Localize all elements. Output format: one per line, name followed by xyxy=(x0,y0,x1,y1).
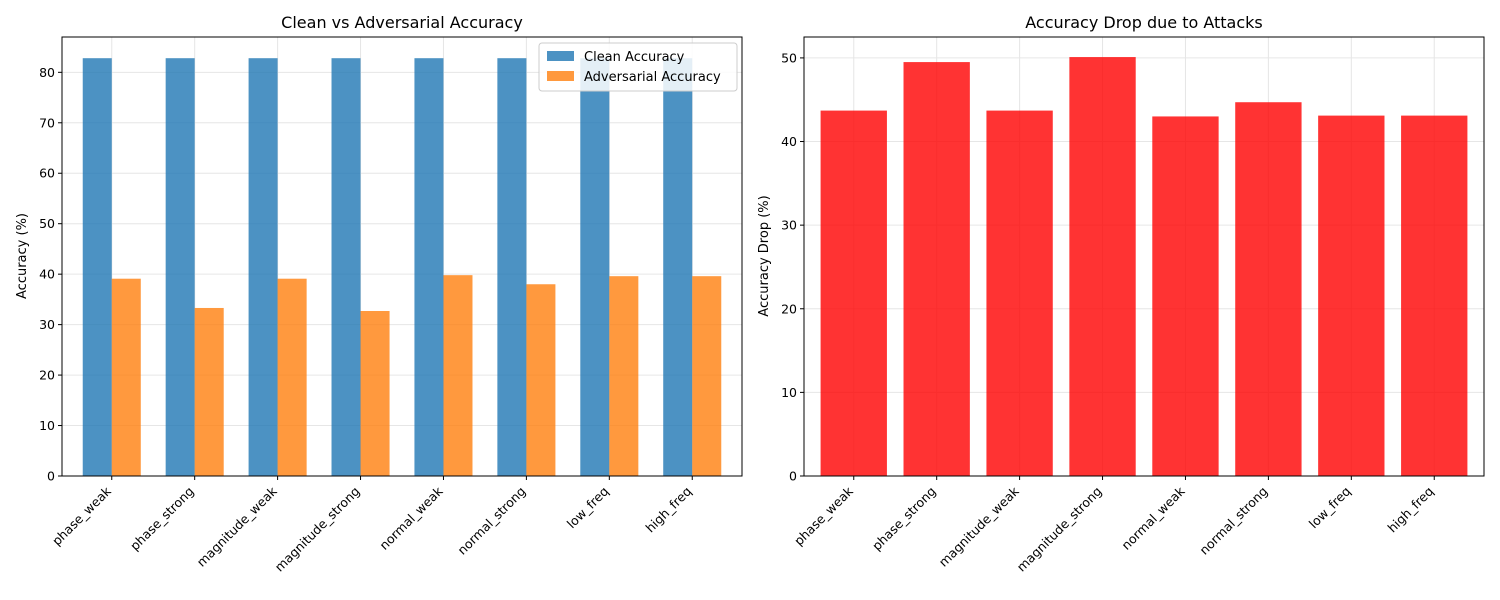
bar-magnitude_weak xyxy=(986,110,1053,476)
bar-magnitude_weak-series-1 xyxy=(277,278,307,476)
x-tick-label: high_freq xyxy=(1384,484,1436,536)
left-y-ticks: 0 10 20 30 40 50 60 70 80 xyxy=(39,65,62,484)
x-tick-label: low_freq xyxy=(564,484,612,532)
bar-high_freq-series-0 xyxy=(663,58,693,476)
bar-high_freq xyxy=(1401,115,1468,477)
bar-magnitude_strong-series-0 xyxy=(331,58,361,476)
bar-low_freq xyxy=(1318,115,1385,477)
x-tick-label: normal_strong xyxy=(1196,484,1270,558)
bar-phase_strong-series-0 xyxy=(165,58,195,476)
x-tick-label: low_freq xyxy=(1306,484,1354,532)
y-tick-label: 30 xyxy=(39,317,55,332)
accuracy-comparison-chart: 0 10 20 30 40 50 60 70 80 phase_weak phase_strong… xyxy=(15,13,743,574)
legend-swatch-adversarial xyxy=(547,71,574,81)
y-tick-label: 40 xyxy=(781,134,797,149)
y-tick-label: 20 xyxy=(39,368,55,383)
legend-label-adversarial: Adversarial Accuracy xyxy=(584,70,721,85)
right-bars xyxy=(820,57,1468,477)
legend-swatch-clean xyxy=(547,51,574,61)
bar-phase_weak-series-0 xyxy=(82,58,112,476)
x-tick-label: magnitude_strong xyxy=(272,484,363,575)
bar-high_freq-series-1 xyxy=(692,276,722,476)
y-tick-label: 50 xyxy=(39,216,55,231)
y-tick-label: 0 xyxy=(47,469,55,484)
y-tick-label: 50 xyxy=(781,50,797,65)
y-tick-label: 0 xyxy=(789,469,797,484)
right-x-ticks: phase_weak phase_strongmagnitude_weakmagn… xyxy=(791,476,1436,574)
bar-phase_weak xyxy=(820,110,887,476)
x-tick-label: phase_weak xyxy=(49,483,114,548)
x-tick-label: normal_weak xyxy=(376,483,446,553)
left-y-axis-label: Accuracy (%) xyxy=(15,213,30,299)
y-tick-label: 80 xyxy=(39,65,55,80)
bar-normal_strong-series-1 xyxy=(526,284,556,476)
left-chart-title: Clean vs Adversarial Accuracy xyxy=(281,13,523,32)
x-tick-label: magnitude_weak xyxy=(936,483,1023,570)
left-plot-frame xyxy=(61,36,743,477)
y-tick-label: 30 xyxy=(781,218,797,233)
x-tick-label: phase_strong xyxy=(127,484,197,554)
right-y-axis-label: Accuracy Drop (%) xyxy=(757,195,772,316)
left-x-ticks: phase_weak phase_strongmagnitude_weakmagn… xyxy=(49,476,694,574)
y-tick-label: 40 xyxy=(39,267,55,282)
bar-normal_weak xyxy=(1152,116,1219,476)
legend: Clean Accuracy Adversarial Accuracy xyxy=(538,42,738,92)
y-tick-label: 60 xyxy=(39,166,55,181)
left-bars xyxy=(82,58,722,476)
bar-normal_weak-series-0 xyxy=(414,58,444,476)
bar-normal_strong xyxy=(1235,102,1302,477)
right-plot-frame xyxy=(803,36,1485,477)
bar-magnitude_weak-series-0 xyxy=(248,58,278,476)
bar-phase_strong-series-1 xyxy=(194,307,224,476)
y-tick-label: 20 xyxy=(781,301,797,316)
x-tick-label: phase_weak xyxy=(791,483,856,548)
y-tick-label: 70 xyxy=(39,115,55,130)
x-tick-label: magnitude_weak xyxy=(194,483,281,570)
x-tick-label: high_freq xyxy=(642,484,694,536)
bar-normal_strong-series-0 xyxy=(497,58,527,476)
bar-magnitude_strong-series-1 xyxy=(360,310,390,476)
bar-phase_strong xyxy=(903,62,970,476)
x-tick-label: normal_strong xyxy=(454,484,528,558)
bar-normal_weak-series-1 xyxy=(443,275,473,476)
y-tick-label: 10 xyxy=(39,418,55,433)
right-chart-title: Accuracy Drop due to Attacks xyxy=(1025,13,1263,32)
legend-label-clean: Clean Accuracy xyxy=(584,50,685,65)
bar-low_freq-series-1 xyxy=(609,276,639,476)
x-tick-label: normal_weak xyxy=(1118,483,1188,553)
legend-frame xyxy=(538,42,738,92)
bar-phase_weak-series-1 xyxy=(111,278,141,476)
y-tick-label: 10 xyxy=(781,385,797,400)
right-y-ticks: 0 10 20 30 40 50 xyxy=(781,50,804,484)
x-tick-label: magnitude_strong xyxy=(1014,484,1105,575)
x-tick-label: phase_strong xyxy=(869,484,939,554)
bar-magnitude_strong xyxy=(1069,57,1136,476)
left-gridlines xyxy=(62,37,742,477)
bar-low_freq-series-0 xyxy=(580,58,610,476)
